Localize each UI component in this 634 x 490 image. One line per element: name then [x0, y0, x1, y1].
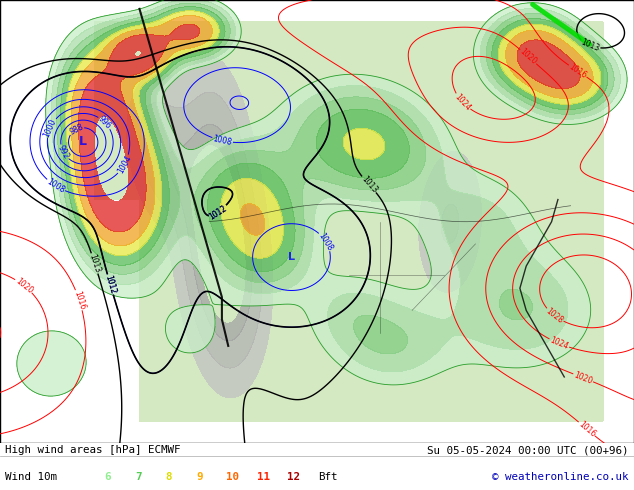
Text: 12: 12: [287, 472, 301, 482]
Text: 1008: 1008: [212, 134, 233, 147]
Text: 1008: 1008: [317, 231, 335, 252]
Text: 11: 11: [257, 472, 270, 482]
Text: 1000: 1000: [42, 117, 58, 139]
Text: 1013: 1013: [359, 174, 378, 195]
Text: 10: 10: [226, 472, 240, 482]
Text: 1024: 1024: [453, 92, 472, 112]
Text: 1016: 1016: [576, 419, 597, 439]
Text: 1013: 1013: [87, 253, 102, 274]
Text: 1008: 1008: [45, 177, 66, 195]
Text: Wind 10m: Wind 10m: [5, 472, 57, 482]
Text: 1004: 1004: [115, 154, 133, 175]
Text: Su 05-05-2024 00:00 UTC (00+96): Su 05-05-2024 00:00 UTC (00+96): [427, 445, 629, 455]
Text: 1020: 1020: [518, 47, 538, 67]
Text: 6: 6: [105, 472, 111, 482]
Text: 1012: 1012: [208, 203, 229, 221]
Text: 9: 9: [196, 472, 202, 482]
Text: 1020: 1020: [13, 276, 34, 295]
Text: 996: 996: [96, 114, 113, 131]
Text: © weatheronline.co.uk: © weatheronline.co.uk: [493, 472, 629, 482]
Text: 1028: 1028: [544, 306, 565, 325]
Text: 1016: 1016: [567, 62, 588, 80]
Text: High wind areas [hPa] ECMWF: High wind areas [hPa] ECMWF: [5, 445, 181, 455]
Text: 988: 988: [68, 122, 85, 137]
Text: Bft: Bft: [318, 472, 337, 482]
Text: 1013: 1013: [579, 38, 600, 53]
Text: 1016: 1016: [72, 290, 86, 311]
Text: 992: 992: [56, 144, 71, 161]
Text: 1020: 1020: [573, 370, 594, 386]
Text: L: L: [288, 252, 295, 262]
Text: 1012: 1012: [103, 274, 117, 295]
Text: 1012: 1012: [103, 274, 117, 295]
Text: 8: 8: [165, 472, 172, 482]
Text: L: L: [79, 135, 86, 148]
Text: 1024: 1024: [548, 336, 570, 351]
Text: 1012: 1012: [208, 203, 229, 221]
Text: 7: 7: [135, 472, 141, 482]
